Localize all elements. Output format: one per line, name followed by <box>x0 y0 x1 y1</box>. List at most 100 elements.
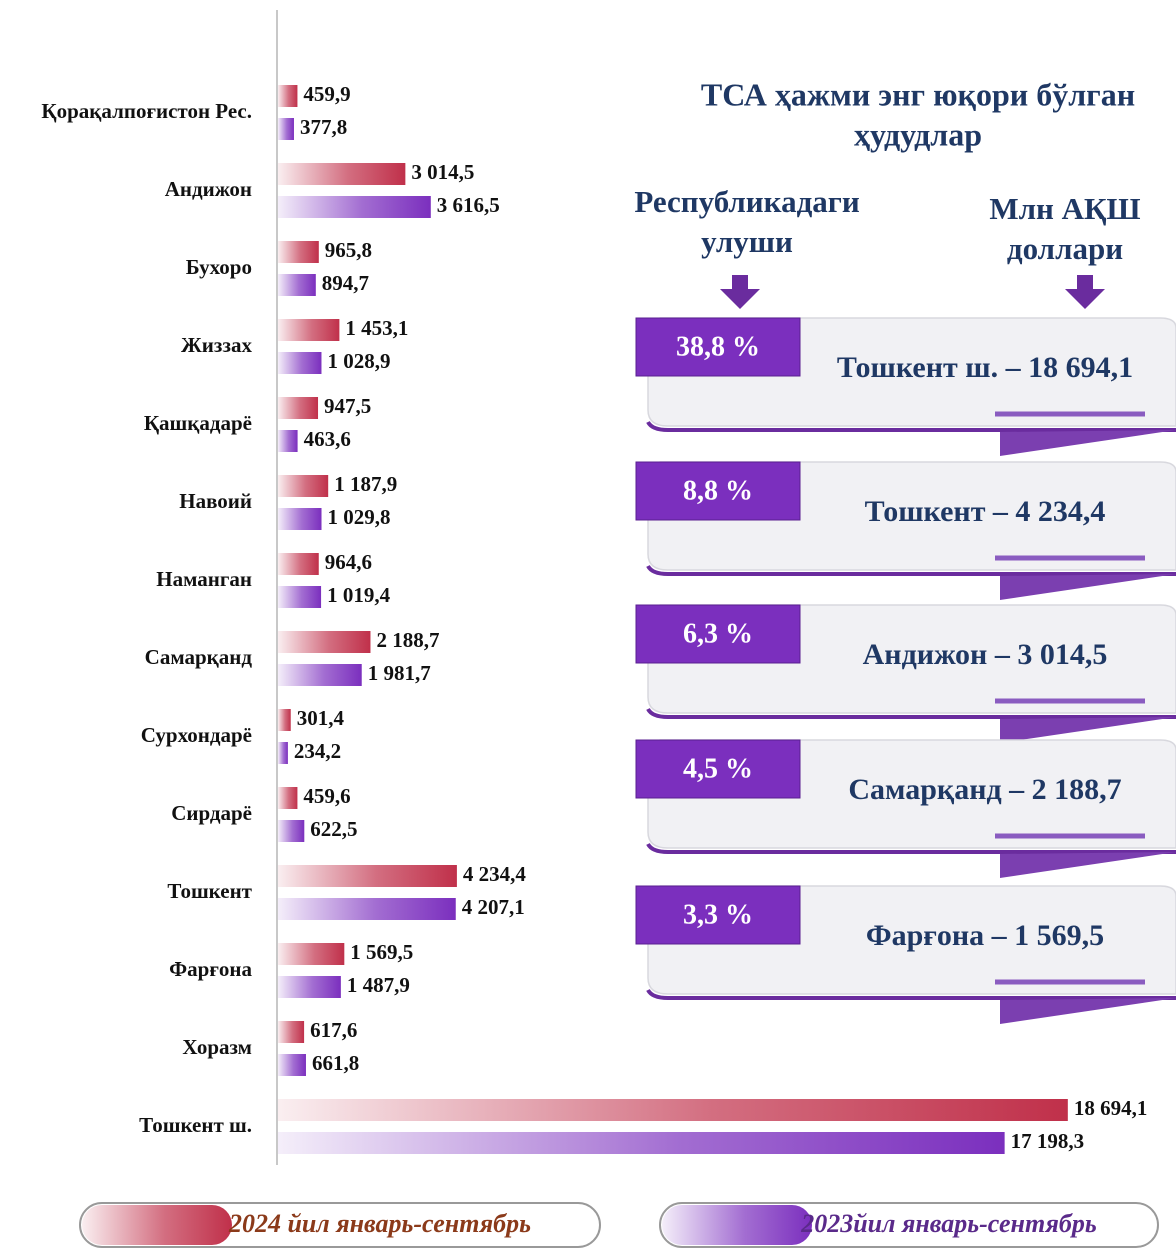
category-label: Жиззах <box>181 333 252 357</box>
value-label: 4 234,4 <box>463 862 527 886</box>
bar <box>278 1021 305 1043</box>
region-value: Андижон – 3 014,5 <box>863 638 1108 671</box>
value-label: 622,5 <box>310 817 357 841</box>
value-label: 463,6 <box>304 427 351 451</box>
share-value: 8,8 % <box>683 475 753 506</box>
value-label: 661,8 <box>312 1051 359 1075</box>
category-label: Тошкент <box>167 879 252 903</box>
value-label: 1 453,1 <box>345 316 408 340</box>
bar <box>278 118 294 140</box>
share-box <box>635 739 801 799</box>
value-label: 617,6 <box>310 1018 357 1042</box>
value-label: 1 019,4 <box>327 583 391 607</box>
region-value: Фарғона – 1 569,5 <box>866 919 1104 952</box>
legend-label: 2023йил январь-сентябрь <box>800 1209 1097 1238</box>
share-box <box>635 885 801 945</box>
bar <box>278 241 319 263</box>
bar <box>278 865 457 887</box>
card-edge <box>646 842 1176 854</box>
category-label: Бухоро <box>186 255 252 279</box>
value-label: 4 207,1 <box>462 895 525 919</box>
bar <box>278 1054 306 1076</box>
value-label: 18 694,1 <box>1074 1096 1148 1120</box>
category-label: Сирдарё <box>171 801 252 825</box>
value-label: 1 028,9 <box>327 349 390 373</box>
value-label: 1 981,7 <box>368 661 431 685</box>
value-label: 947,5 <box>324 394 371 418</box>
share-box <box>635 317 801 377</box>
region-value: Самарқанд – 2 188,7 <box>848 773 1121 806</box>
category-label: Сурхондарё <box>141 723 252 747</box>
bar <box>278 787 298 809</box>
arrow <box>1065 275 1105 309</box>
bar <box>278 508 322 530</box>
card-edge <box>646 707 1176 719</box>
category-label: Самарқанд <box>145 645 253 669</box>
share-value: 6,3 % <box>683 618 753 649</box>
value-label: 965,8 <box>325 238 372 262</box>
region-value: Тошкент – 4 234,4 <box>865 495 1106 528</box>
card-tail <box>1000 574 1176 600</box>
share-value: 4,5 % <box>683 753 753 784</box>
value-label: 377,8 <box>300 115 347 139</box>
panel-title: ТСА ҳажми энг юқори бўлган <box>701 76 1135 112</box>
value-label: 459,6 <box>303 784 350 808</box>
bar <box>278 319 340 341</box>
category-label: Фарғона <box>169 957 252 981</box>
share-box <box>635 604 801 664</box>
legend-swatch <box>82 1205 232 1245</box>
category-label: Тошкент ш. <box>139 1113 252 1137</box>
value-header: Млн АҚШ <box>989 191 1140 226</box>
value-label: 1 029,8 <box>328 505 391 529</box>
value-label: 1 187,9 <box>334 472 397 496</box>
value-label: 17 198,3 <box>1011 1129 1085 1153</box>
bar <box>278 898 456 920</box>
value-label: 964,6 <box>325 550 372 574</box>
value-label: 3 616,5 <box>437 193 500 217</box>
panel-title: ҳудудлар <box>854 116 982 152</box>
bar <box>278 274 316 296</box>
value-label: 459,9 <box>303 82 350 106</box>
value-label: 2 188,7 <box>376 628 439 652</box>
bar <box>278 586 322 608</box>
bar <box>278 943 345 965</box>
share-header: улуши <box>701 224 793 259</box>
value-label: 301,4 <box>297 706 345 730</box>
bar <box>278 553 319 575</box>
bar <box>278 820 305 842</box>
bar <box>278 709 291 731</box>
category-label: Қорақалпоғистон Рес. <box>41 99 252 123</box>
value-label: 1 487,9 <box>347 973 410 997</box>
legend-label: 2024 йил январь-сентябрь <box>228 1209 531 1238</box>
legend-swatch <box>662 1205 812 1245</box>
bar <box>278 664 362 686</box>
arrow <box>720 275 760 309</box>
card-tail <box>1000 852 1176 878</box>
value-label: 3 014,5 <box>411 160 474 184</box>
share-value: 3,3 % <box>683 899 753 930</box>
card-edge <box>646 988 1176 1000</box>
card-tail <box>1000 998 1176 1024</box>
value-header: доллари <box>1007 231 1123 266</box>
value-label: 894,7 <box>322 271 369 295</box>
bar <box>278 1099 1068 1121</box>
value-label: 234,2 <box>294 739 341 763</box>
bar <box>278 196 431 218</box>
bar <box>278 397 319 419</box>
bar <box>278 352 322 374</box>
category-label: Навоий <box>179 489 252 513</box>
category-label: Наманган <box>156 567 252 591</box>
card-tail <box>1000 430 1176 456</box>
category-label: Андижон <box>165 177 252 201</box>
share-value: 38,8 % <box>676 331 760 362</box>
card-tail <box>1000 717 1176 743</box>
category-label: Хоразм <box>182 1035 252 1059</box>
bar <box>278 85 298 107</box>
bar <box>278 430 298 452</box>
region-value: Тошкент ш. – 18 694,1 <box>837 351 1133 384</box>
category-label: Қашқадарё <box>144 411 252 435</box>
bar <box>278 163 406 185</box>
share-box <box>635 461 801 521</box>
bar <box>278 1132 1005 1154</box>
